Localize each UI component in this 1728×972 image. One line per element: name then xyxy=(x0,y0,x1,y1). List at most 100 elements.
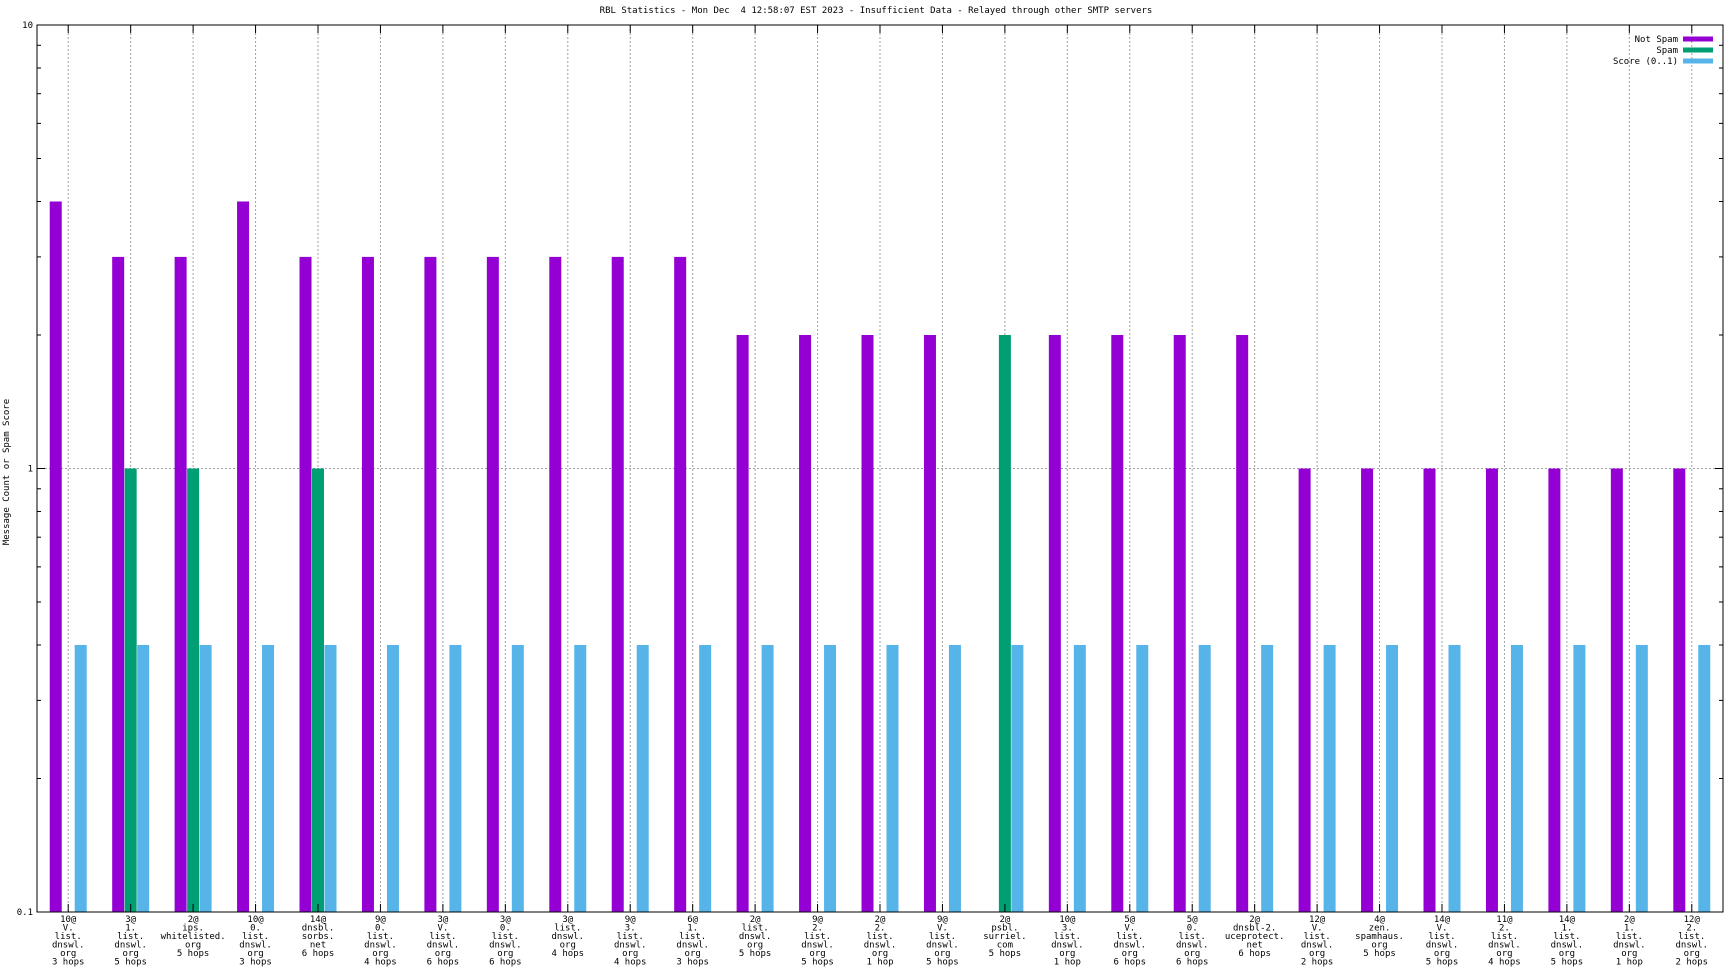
not-spam-bar xyxy=(736,334,749,913)
x-tick-label-line: org xyxy=(1122,949,1138,959)
x-tick-label-line: list. xyxy=(367,932,394,942)
x-tick-label-line: list. xyxy=(1491,932,1518,942)
x-tick-label: 5@ V. list. dnswl. org 6 hops xyxy=(1114,915,1147,968)
x-tick-label-line: org xyxy=(934,949,950,959)
x-tick-label-line: 4 hops xyxy=(1488,958,1521,968)
score-bar xyxy=(948,644,961,912)
x-tick-label-line: whitelisted. xyxy=(161,932,226,942)
x-tick-label-line: V. xyxy=(1312,924,1323,934)
x-tick-label-line: dnswl. xyxy=(364,941,397,951)
x-tick-label-line: list. xyxy=(1054,932,1081,942)
score-bar xyxy=(761,644,774,912)
x-tick-label-line: org xyxy=(1309,949,1325,959)
x-tick-label-line: dnswl. xyxy=(1114,941,1147,951)
not-spam-bar xyxy=(1673,468,1686,912)
x-tick-label-line: dnswl. xyxy=(1176,941,1209,951)
not-spam-bar xyxy=(923,334,936,913)
x-tick-label-line: 5 hops xyxy=(801,958,834,968)
spam-bar xyxy=(998,334,1011,913)
y-axis-label: Message Count or Spam Score xyxy=(2,399,12,545)
legend-label: Spam xyxy=(1656,46,1678,56)
x-tick-label-line: 6 hops xyxy=(1238,949,1271,959)
x-tick-label-line: org xyxy=(123,949,139,959)
x-tick-label: 3@ list. dnswl. org 4 hops xyxy=(552,915,585,959)
x-tick-label-line: 2@ xyxy=(1249,915,1260,925)
x-tick-label-line: dnswl. xyxy=(614,941,647,951)
x-tick-label-line: org xyxy=(872,949,888,959)
x-tick-label-line: org xyxy=(60,949,76,959)
x-tick-label-line: list. xyxy=(804,932,831,942)
score-bar xyxy=(699,644,712,912)
x-tick-label-line: list. xyxy=(1553,932,1580,942)
x-tick-label-line: list. xyxy=(1304,932,1331,942)
x-tick-label-line: 9@ xyxy=(937,915,948,925)
x-tick-label: 2@ psbl. surriel. com 5 hops xyxy=(983,915,1026,959)
score-bar xyxy=(511,644,524,912)
x-tick-label-line: 10@ xyxy=(60,915,77,925)
x-tick-label-line: org xyxy=(1184,949,1200,959)
score-bar xyxy=(386,644,399,912)
not-spam-bar xyxy=(611,256,624,912)
x-tick-label-line: list. xyxy=(554,924,581,934)
not-spam-bar xyxy=(424,256,437,912)
x-tick-label-line: 14@ xyxy=(1559,915,1576,925)
x-tick-label-line: sorbs. xyxy=(302,932,335,942)
x-tick-label: 14@ 1. list. dnswl. org 5 hops xyxy=(1551,915,1584,968)
not-spam-bar xyxy=(1236,334,1249,913)
x-tick-label-line: V. xyxy=(1437,924,1448,934)
x-tick-label-line: 2@ xyxy=(999,915,1010,925)
x-tick-label-line: 5 hops xyxy=(177,949,210,959)
x-tick-label-line: 3 hops xyxy=(676,958,709,968)
x-tick-label-line: 4@ xyxy=(1374,915,1385,925)
x-tick-label: 14@ dnsbl. sorbs. net 6 hops xyxy=(302,915,335,959)
x-tick-label-line: V. xyxy=(63,924,74,934)
score-bar xyxy=(1198,644,1211,912)
legend-swatch xyxy=(1683,58,1713,64)
score-bar xyxy=(1635,644,1648,912)
x-tick-label-line: dnswl. xyxy=(801,941,834,951)
score-bar xyxy=(1573,644,1586,912)
x-tick-label-line: net xyxy=(1247,941,1263,951)
x-tick-label-line: 11@ xyxy=(1496,915,1513,925)
score-bar xyxy=(1448,644,1461,912)
not-spam-bar xyxy=(1111,334,1124,913)
x-tick-label-line: org xyxy=(622,949,638,959)
score-bar xyxy=(449,644,462,912)
x-tick-label-line: 2@ xyxy=(1624,915,1635,925)
not-spam-bar xyxy=(799,334,812,913)
x-tick-label-line: 4 hops xyxy=(364,958,397,968)
x-tick-label: 2@ 2. list. dnswl. org 1 hop xyxy=(864,915,897,968)
x-tick-label-line: 0. xyxy=(250,924,261,934)
x-tick-label-line: dnswl. xyxy=(1488,941,1521,951)
x-tick-label-line: dnswl. xyxy=(239,941,272,951)
not-spam-bar xyxy=(1361,468,1374,912)
x-tick-label-line: 6 hops xyxy=(1114,958,1147,968)
x-tick-label-line: surriel. xyxy=(983,932,1026,942)
x-tick-label-line: zen. xyxy=(1369,924,1391,934)
x-tick-label: 9@ 3. list. dnswl. org 4 hops xyxy=(614,915,647,968)
score-bar xyxy=(74,644,87,912)
x-tick-label-line: org xyxy=(1371,941,1387,951)
x-tick-label-line: V. xyxy=(437,924,448,934)
x-tick-label: 11@ 2. list. dnswl. org 4 hops xyxy=(1488,915,1521,968)
x-tick-label-line: 3@ xyxy=(125,915,136,925)
x-tick-label-line: 12@ xyxy=(1684,915,1701,925)
x-tick-label: 10@ 3. list. dnswl. org 1 hop xyxy=(1051,915,1084,968)
x-tick-label-line: 1 hop xyxy=(866,958,893,968)
x-tick-label-line: dnswl. xyxy=(52,941,85,951)
x-tick-label-line: V. xyxy=(937,924,948,934)
x-tick-label: 10@ 0. list. dnswl. org 3 hops xyxy=(239,915,272,968)
x-tick-label-line: 14@ xyxy=(1434,915,1451,925)
x-tick-label: 2@ list. dnswl. org 5 hops xyxy=(739,915,772,959)
x-tick-label-line: org xyxy=(685,949,701,959)
x-tick-label-line: 2 hops xyxy=(1301,958,1334,968)
not-spam-bar xyxy=(1048,334,1061,913)
x-tick-label-line: 1 hop xyxy=(1616,958,1643,968)
x-tick-label: 14@ V. list. dnswl. org 5 hops xyxy=(1426,915,1459,968)
score-bar xyxy=(636,644,649,912)
x-tick-label-line: list. xyxy=(1678,932,1705,942)
score-bar xyxy=(1323,644,1336,912)
x-tick-label-line: dnswl. xyxy=(926,941,959,951)
not-spam-bar xyxy=(861,334,874,913)
